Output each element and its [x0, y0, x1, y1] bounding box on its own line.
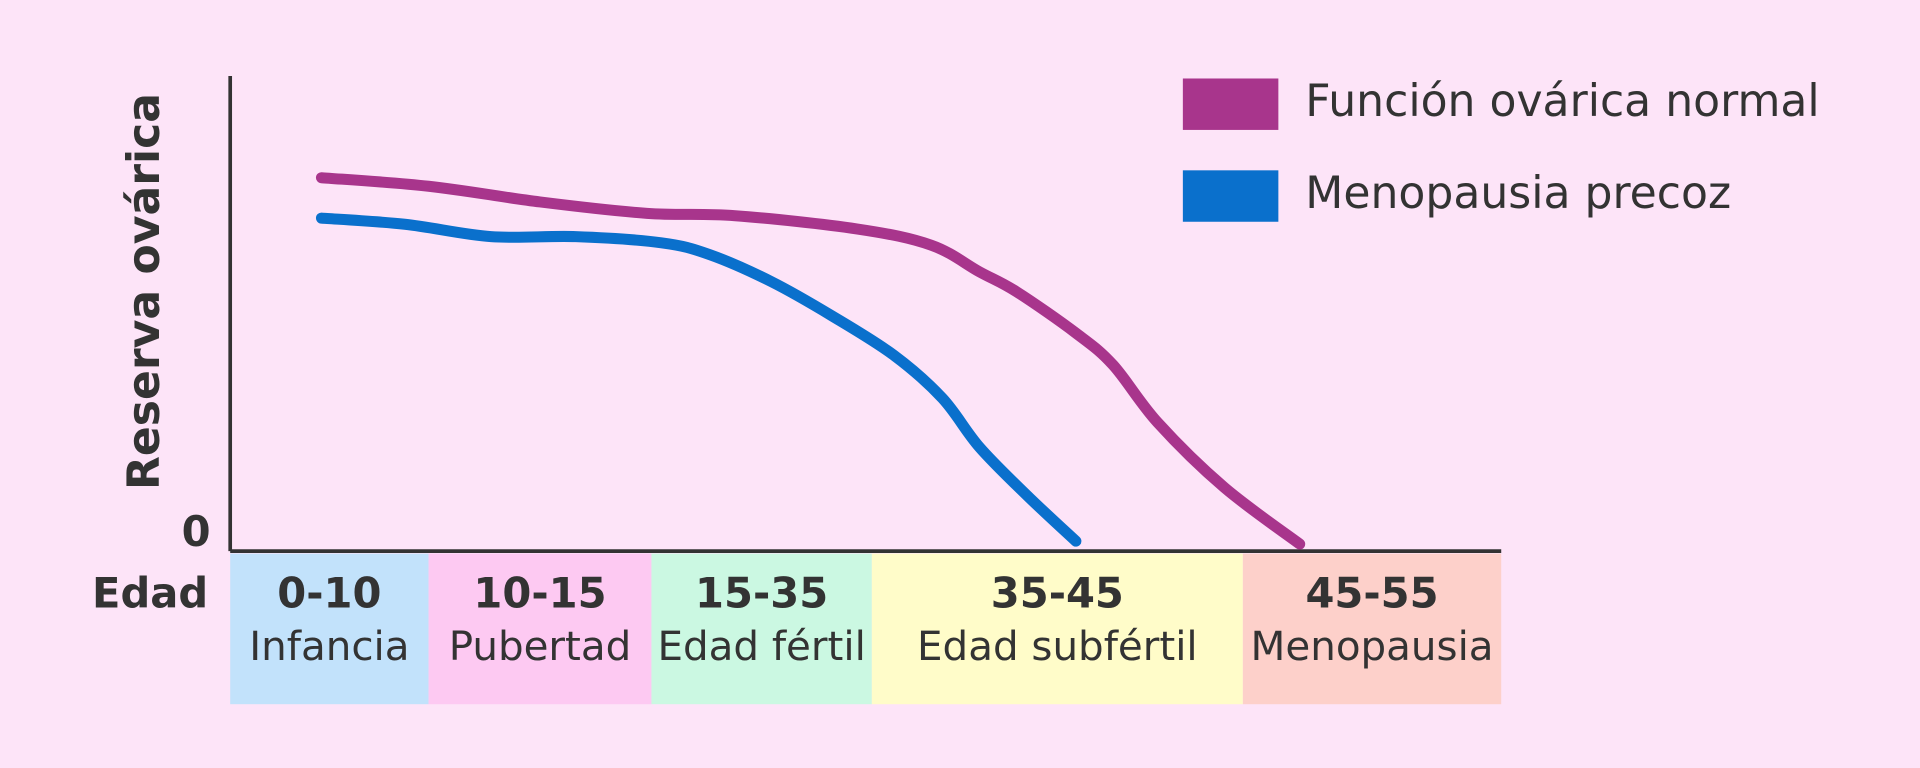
band-label: Edad fértil	[657, 622, 865, 670]
legend-label: Función ovárica normal	[1305, 76, 1819, 127]
age-band	[230, 553, 429, 705]
legend-swatch	[1182, 78, 1279, 130]
band-label: Infancia	[249, 622, 409, 670]
age-band	[651, 553, 872, 705]
legend-label: Menopausia precoz	[1305, 168, 1731, 219]
band-range: 0-10	[277, 568, 381, 617]
legend-swatch	[1182, 170, 1279, 222]
age-band	[1242, 553, 1502, 705]
y-axis-label: Reserva ovárica	[119, 93, 170, 490]
y-tick-label: 0	[182, 507, 211, 556]
line	[315, 212, 1082, 547]
band-range: 45-55	[1305, 568, 1438, 617]
band-range: 15-35	[695, 568, 828, 617]
band-label: Edad subfértil	[917, 622, 1198, 670]
line	[315, 172, 1306, 550]
band-label: Pubertad	[449, 622, 632, 670]
band-range: 10-15	[473, 568, 606, 617]
age-band	[871, 553, 1243, 705]
band-range: 35-45	[991, 568, 1124, 617]
band-label: Menopausia	[1251, 622, 1494, 670]
x-axis-label: Edad	[92, 568, 208, 617]
age-band	[428, 553, 652, 705]
